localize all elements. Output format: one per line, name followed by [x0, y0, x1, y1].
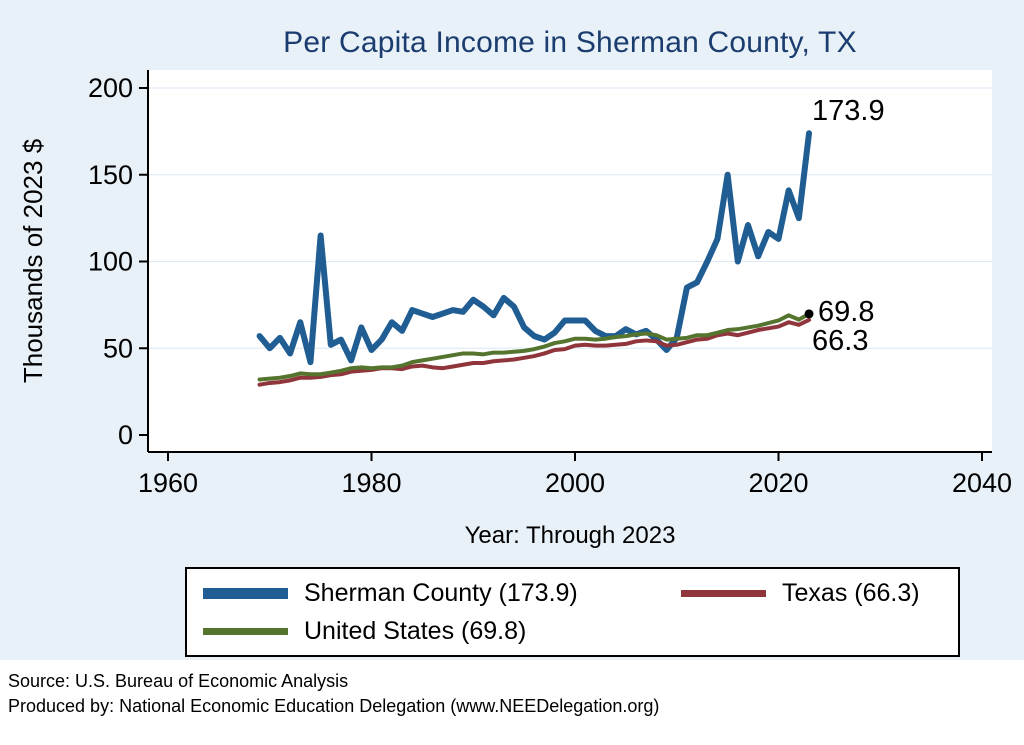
chart-title: Per Capita Income in Sherman County, TX	[283, 26, 857, 59]
x-tick-label: 2020	[748, 468, 808, 498]
legend-box: Sherman County (173.9) Texas (66.3) United…	[185, 567, 960, 657]
series-line-texas	[257, 317, 812, 387]
x-tick-label: 2040	[952, 468, 1012, 498]
end-label-united-states: 69.8	[818, 296, 875, 328]
x-tick-label: 1980	[341, 468, 401, 498]
y-tick-label: 100	[88, 247, 133, 277]
legend-item-texas: Texas (66.3)	[665, 579, 958, 608]
x-tick-label: 1960	[138, 468, 198, 498]
legend-label: Texas (66.3)	[782, 578, 920, 607]
series-line-sherman-county	[256, 130, 813, 366]
series-line-united-states	[257, 311, 812, 382]
x-tick-label: 2000	[545, 468, 605, 498]
y-tick-label: 150	[88, 160, 133, 190]
x-axis-title: Year: Through 2023	[464, 522, 676, 549]
plot-svg: 0 50 100 150 200 1960 1980 2000 2020 2040 Thousand…	[18, 70, 1012, 498]
footer: Source: U.S. Bureau of Economic Analysis…	[0, 660, 1024, 745]
produced-by-line: Produced by: National Economic Education…	[8, 696, 660, 716]
legend-label: Sherman County (173.9)	[304, 578, 578, 607]
y-tick-label: 200	[88, 73, 133, 103]
end-label-texas: 66.3	[812, 325, 869, 357]
legend-item-sherman-county: Sherman County (173.9)	[187, 579, 665, 608]
legend-swatch	[681, 589, 767, 597]
legend-swatch	[203, 627, 288, 635]
source-line: Source: U.S. Bureau of Economic Analysis	[8, 671, 349, 691]
legend-item-united-states: United States (69.8)	[187, 617, 665, 646]
y-axis-title: Thousands of 2023 $	[18, 138, 48, 383]
end-marker-dot	[804, 309, 814, 319]
legend-label: United States (69.8)	[304, 616, 527, 645]
legend-swatch	[203, 587, 288, 599]
y-tick-label: 0	[118, 420, 133, 450]
end-label-sherman: 173.9	[812, 95, 885, 127]
y-tick-label: 50	[103, 333, 133, 363]
